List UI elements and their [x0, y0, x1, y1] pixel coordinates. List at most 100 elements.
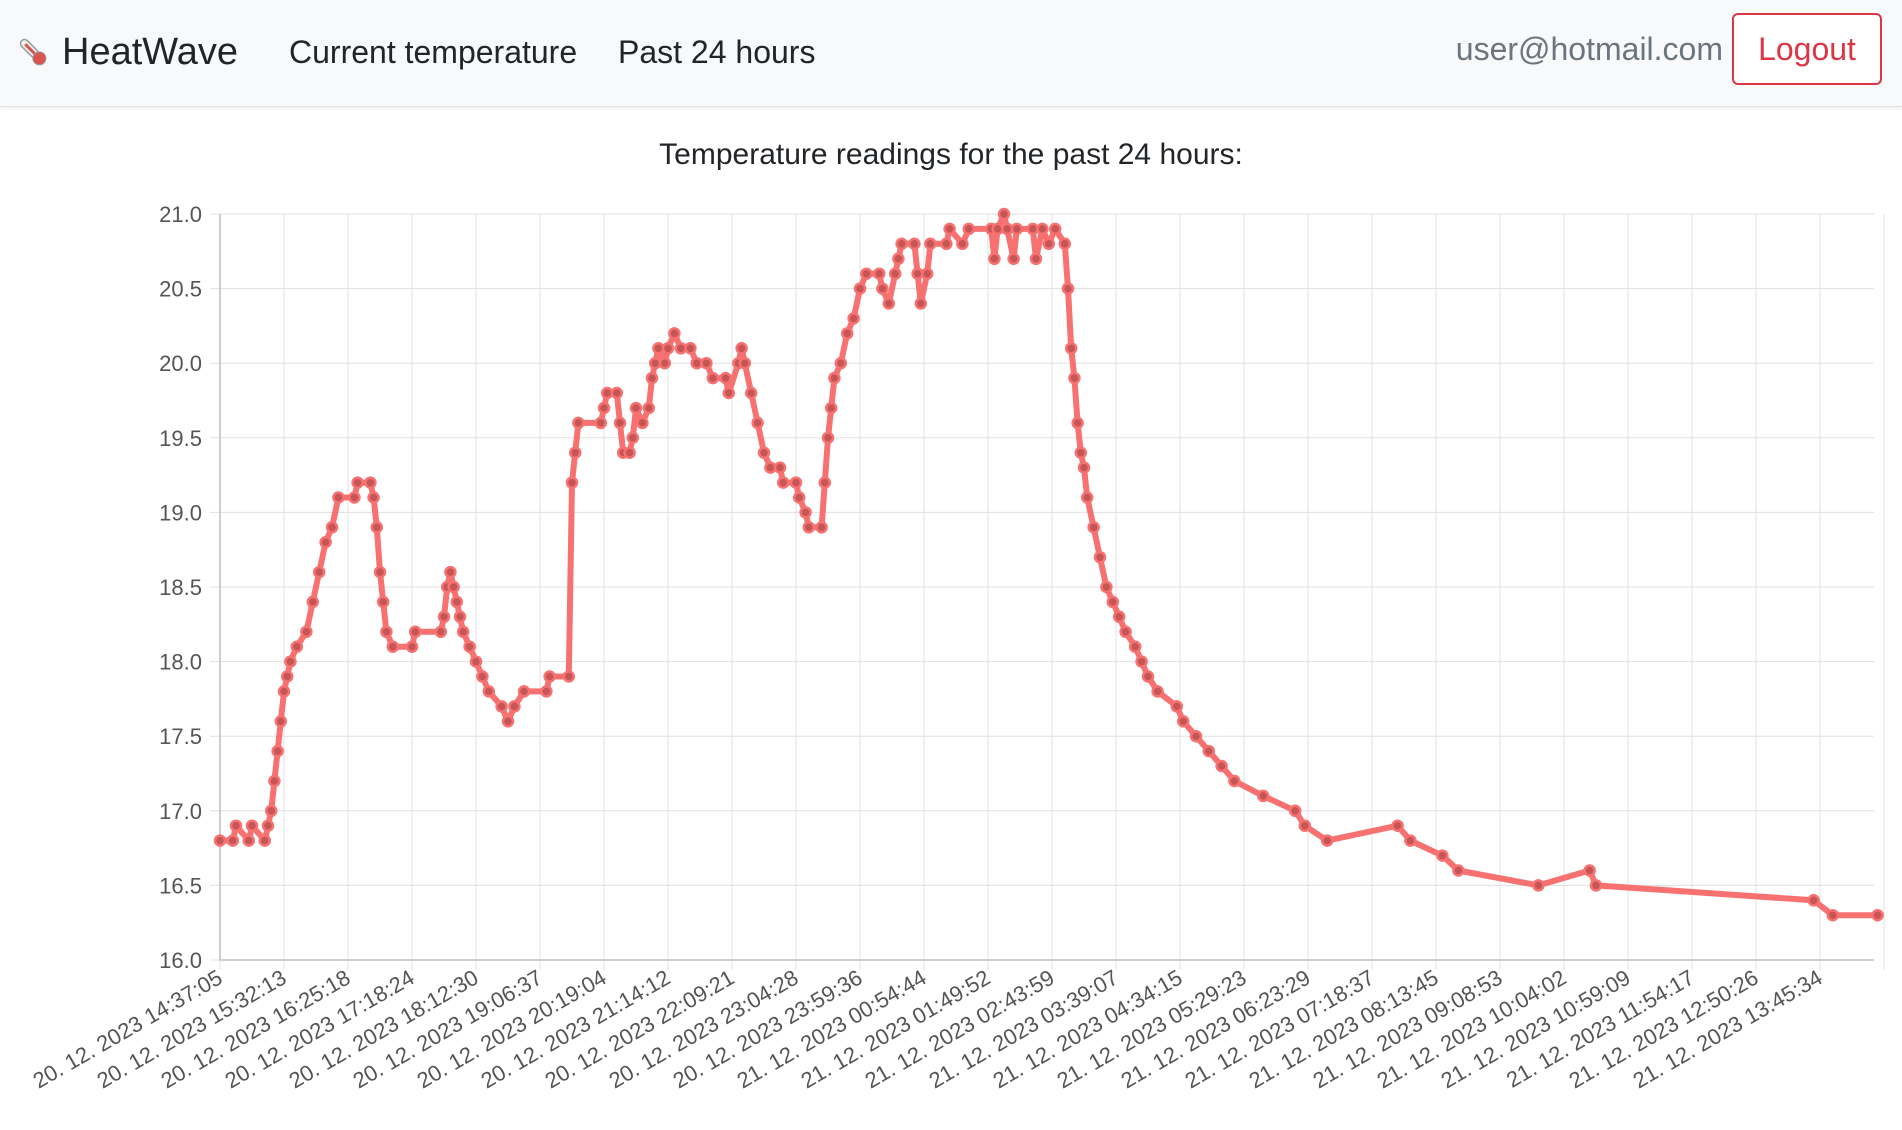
- data-point: [629, 401, 643, 415]
- data-point: [268, 774, 281, 788]
- data-point: [1589, 879, 1603, 892]
- data-point: [1087, 521, 1100, 534]
- data-point: [860, 267, 873, 280]
- data-point: [1532, 879, 1545, 892]
- data-point: [1320, 834, 1334, 847]
- data-point: [645, 371, 659, 385]
- data-point: [757, 446, 771, 459]
- data-point: [1080, 491, 1094, 504]
- data-point: [840, 327, 854, 340]
- data-point: [300, 625, 313, 639]
- data-point: [888, 267, 902, 280]
- y-tick-label: 21.0: [159, 202, 202, 227]
- data-point: [1202, 744, 1216, 758]
- data-point: [348, 491, 361, 504]
- data-point: [626, 431, 640, 445]
- data-point: [1100, 580, 1113, 594]
- y-tick-label: 20.0: [159, 351, 202, 376]
- y-tick-label: 17.0: [159, 799, 202, 824]
- data-point: [847, 312, 860, 325]
- y-tick-label: 19.0: [159, 500, 202, 525]
- thermometer-icon: [14, 33, 52, 71]
- data-point: [258, 834, 272, 847]
- y-tick-label: 20.5: [159, 277, 202, 302]
- data-point: [1256, 789, 1270, 803]
- data-point: [706, 371, 720, 385]
- data-point: [668, 327, 681, 340]
- data-point: [1106, 595, 1120, 609]
- data-point: [226, 834, 240, 847]
- data-point: [834, 356, 848, 370]
- data-point: [367, 491, 380, 504]
- brand-link[interactable]: HeatWave: [14, 26, 238, 78]
- data-point: [245, 819, 259, 832]
- data-point: [892, 252, 905, 266]
- data-point: [229, 819, 243, 832]
- data-point: [1151, 685, 1164, 698]
- data-point: [1058, 237, 1072, 251]
- data-point: [943, 222, 956, 236]
- data-point: [1298, 819, 1312, 832]
- nav-current-temperature[interactable]: Current temperature: [289, 34, 578, 70]
- data-point: [956, 237, 969, 251]
- data-point: [815, 521, 828, 534]
- data-point: [988, 252, 1001, 266]
- data-point: [920, 267, 934, 280]
- y-tick-label: 16.0: [159, 948, 202, 973]
- data-point: [1170, 700, 1184, 713]
- y-tick-label: 17.5: [159, 724, 202, 749]
- data-point: [872, 267, 886, 280]
- y-tick-label: 18.0: [159, 650, 202, 675]
- data-point: [610, 386, 624, 400]
- data-point: [818, 476, 832, 489]
- data-point: [312, 565, 326, 579]
- data-point: [751, 416, 764, 430]
- nav-past-24-hours[interactable]: Past 24 hours: [618, 34, 816, 70]
- data-point: [636, 416, 649, 430]
- data-point: [1010, 222, 1024, 236]
- data-point: [319, 535, 332, 549]
- data-point: [213, 834, 227, 847]
- data-point: [271, 744, 284, 758]
- data-point: [450, 595, 464, 609]
- data-point: [501, 715, 515, 728]
- data-point: [447, 580, 460, 594]
- data-point: [882, 297, 896, 310]
- data-point: [738, 356, 752, 370]
- data-point: [661, 342, 675, 355]
- data-point: [1583, 864, 1596, 877]
- data-point: [517, 685, 531, 698]
- data-point: [623, 446, 636, 459]
- data-point: [799, 506, 812, 519]
- data-point: [562, 670, 576, 683]
- data-point: [1826, 908, 1840, 922]
- data-point: [543, 670, 556, 683]
- data-point: [482, 685, 496, 698]
- data-point: [792, 491, 806, 504]
- logout-button[interactable]: Logout: [1732, 13, 1882, 85]
- data-point: [274, 715, 288, 728]
- data-point: [242, 834, 256, 847]
- data-point: [1042, 237, 1056, 251]
- user-email: user@hotmail.com: [1455, 31, 1723, 67]
- data-point: [463, 640, 476, 653]
- data-point: [370, 521, 384, 534]
- data-point: [722, 386, 736, 400]
- data-point: [735, 342, 748, 355]
- data-point: [1112, 610, 1126, 624]
- data-point: [908, 237, 921, 251]
- data-point: [405, 640, 419, 653]
- data-point: [997, 207, 1011, 221]
- data-point: [914, 297, 928, 310]
- navbar: HeatWave Current temperature Past 24 hou…: [0, 0, 1902, 107]
- data-point: [434, 625, 448, 639]
- data-point: [495, 700, 508, 713]
- data-point: [1074, 446, 1088, 459]
- data-point: [594, 416, 608, 430]
- data-point: [380, 625, 393, 639]
- data-point: [1119, 625, 1132, 639]
- y-tick-label: 16.5: [159, 873, 202, 898]
- data-point: [1068, 371, 1081, 385]
- data-point: [1452, 864, 1465, 877]
- data-point: [1391, 819, 1404, 832]
